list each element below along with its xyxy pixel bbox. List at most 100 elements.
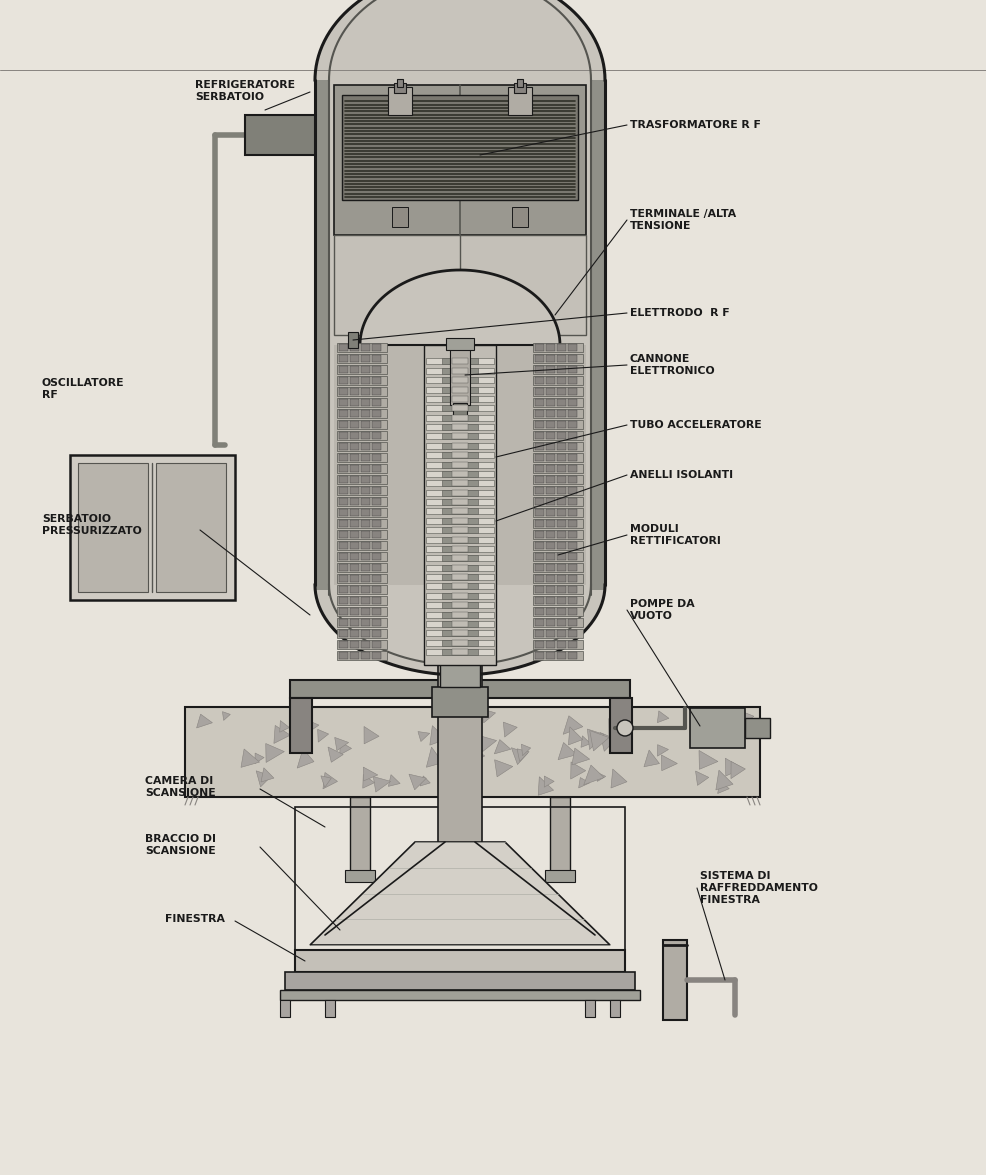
Bar: [361, 454, 370, 461]
Bar: [535, 465, 544, 472]
Bar: [546, 432, 555, 439]
Bar: [339, 575, 348, 582]
Bar: [452, 358, 468, 364]
Bar: [345, 870, 375, 882]
Bar: [452, 575, 468, 580]
Polygon shape: [363, 774, 375, 788]
Bar: [426, 387, 494, 392]
Polygon shape: [418, 732, 430, 741]
Bar: [372, 432, 381, 439]
Bar: [372, 619, 381, 626]
Polygon shape: [315, 0, 605, 80]
Text: TUBO ACCELERATORE: TUBO ACCELERATORE: [630, 419, 761, 430]
Bar: [334, 345, 586, 585]
Bar: [568, 421, 577, 428]
Bar: [372, 575, 381, 582]
Bar: [426, 602, 494, 609]
Bar: [442, 620, 478, 627]
Bar: [442, 611, 478, 618]
Bar: [557, 465, 566, 472]
Bar: [337, 519, 387, 528]
Bar: [446, 338, 474, 350]
Bar: [339, 521, 348, 528]
Polygon shape: [658, 711, 669, 723]
Bar: [372, 465, 381, 472]
Bar: [372, 421, 381, 428]
Bar: [337, 508, 387, 517]
Bar: [585, 1000, 595, 1018]
Bar: [535, 486, 544, 494]
Polygon shape: [731, 761, 745, 779]
Bar: [361, 410, 370, 417]
Bar: [508, 87, 532, 115]
Bar: [372, 377, 381, 384]
Bar: [442, 377, 478, 383]
Polygon shape: [495, 760, 513, 777]
Bar: [337, 497, 387, 506]
Bar: [372, 344, 381, 351]
Bar: [426, 620, 494, 627]
Polygon shape: [304, 719, 318, 734]
Bar: [442, 368, 478, 374]
Polygon shape: [328, 747, 343, 763]
Bar: [339, 531, 348, 538]
Bar: [535, 607, 544, 615]
Bar: [452, 592, 468, 599]
Bar: [452, 611, 468, 618]
Bar: [533, 365, 583, 374]
Bar: [426, 443, 494, 449]
Bar: [533, 354, 583, 363]
Bar: [339, 607, 348, 615]
Bar: [568, 388, 577, 395]
Bar: [372, 476, 381, 483]
Bar: [557, 432, 566, 439]
Bar: [442, 434, 478, 439]
Polygon shape: [241, 748, 259, 767]
Polygon shape: [274, 725, 290, 744]
Polygon shape: [571, 761, 586, 779]
Bar: [452, 387, 468, 392]
Bar: [568, 400, 577, 407]
Polygon shape: [452, 726, 469, 743]
Bar: [568, 344, 577, 351]
Bar: [337, 607, 387, 616]
Bar: [337, 442, 387, 451]
Bar: [372, 597, 381, 604]
Bar: [557, 542, 566, 549]
Bar: [557, 421, 566, 428]
Bar: [426, 452, 494, 458]
Bar: [452, 452, 468, 458]
Bar: [372, 410, 381, 417]
Bar: [78, 463, 148, 592]
Bar: [442, 405, 478, 411]
Bar: [361, 564, 370, 571]
Bar: [550, 797, 570, 877]
Bar: [426, 434, 494, 439]
Bar: [546, 498, 555, 505]
Bar: [388, 87, 412, 115]
Bar: [535, 619, 544, 626]
Bar: [337, 651, 387, 660]
Bar: [350, 575, 359, 582]
Bar: [535, 454, 544, 461]
Bar: [361, 630, 370, 637]
Bar: [557, 486, 566, 494]
Bar: [535, 586, 544, 593]
Bar: [546, 521, 555, 528]
Bar: [372, 542, 381, 549]
Bar: [334, 235, 586, 335]
Bar: [337, 398, 387, 407]
Bar: [426, 546, 494, 552]
Bar: [442, 509, 478, 515]
Polygon shape: [504, 723, 518, 737]
Bar: [442, 490, 478, 496]
Bar: [350, 521, 359, 528]
Bar: [337, 486, 387, 495]
Bar: [546, 388, 555, 395]
Bar: [568, 619, 577, 626]
Bar: [372, 642, 381, 647]
Bar: [442, 537, 478, 543]
Bar: [440, 662, 480, 687]
Bar: [442, 415, 478, 421]
Bar: [568, 443, 577, 450]
